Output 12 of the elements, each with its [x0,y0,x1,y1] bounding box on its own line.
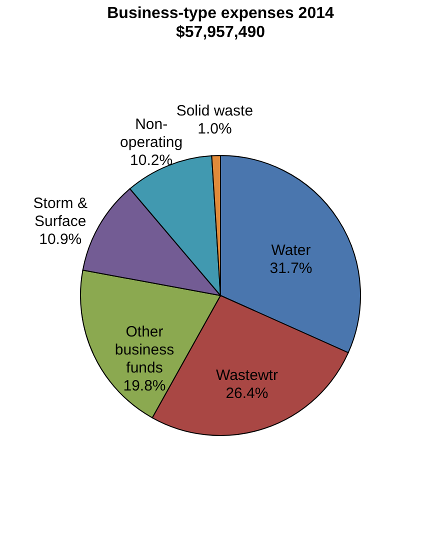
data-label: 1.0% [198,120,232,138]
slice-label: Storm & Surface [33,194,88,230]
data-label: 26.4% [226,385,268,402]
chart-subtitle: $57,957,490 [176,24,266,41]
data-label: 10.2% [130,152,173,169]
slice-label: Wastewtr [216,367,278,384]
data-label: 10.9% [39,230,82,248]
data-label: 31.7% [270,260,312,277]
chart-title: Business-type expenses 2014 [107,5,334,22]
data-label: 19.8% [123,377,166,394]
slice-label: Other business funds [114,323,174,376]
slice-label: Water [271,242,311,259]
